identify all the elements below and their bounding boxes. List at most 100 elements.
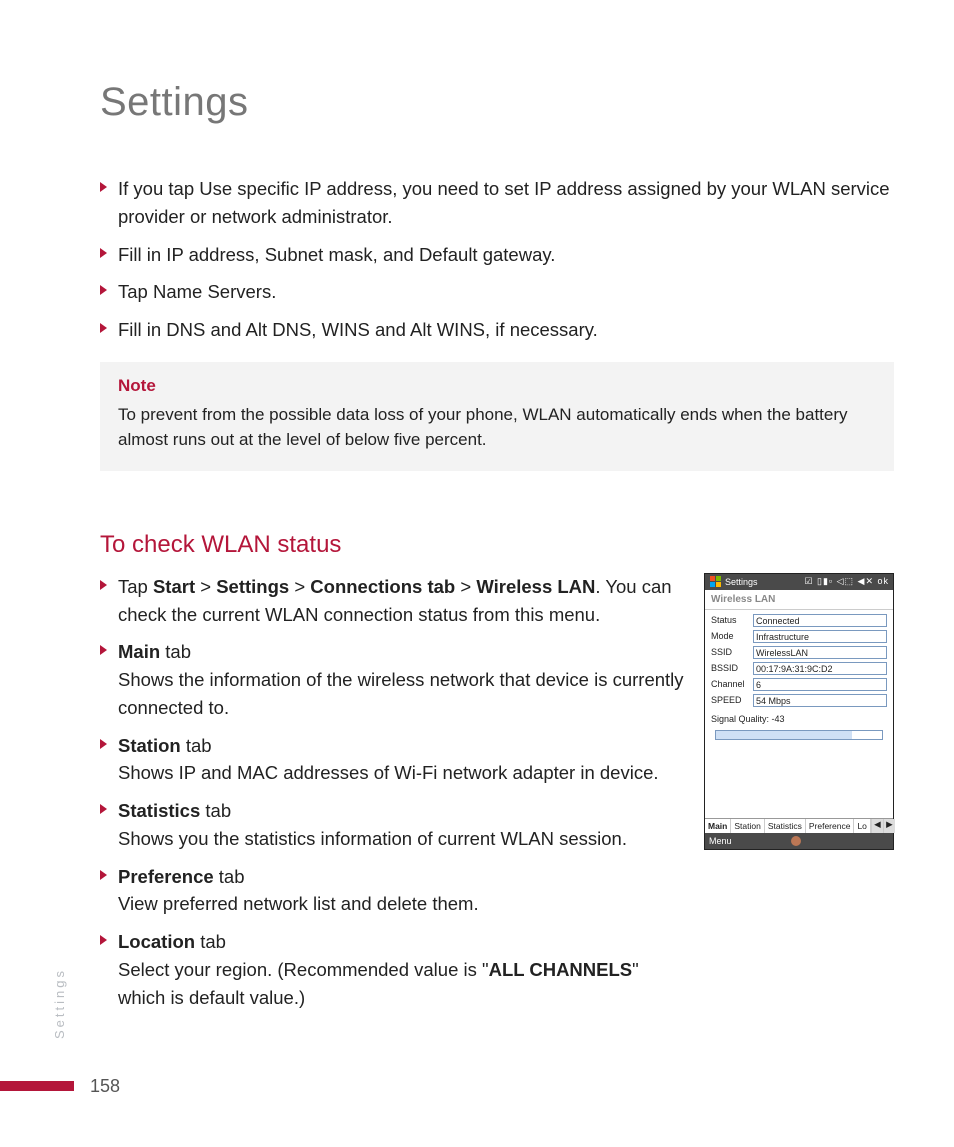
footer-accent-bar <box>0 1081 74 1091</box>
phone-menu-button[interactable]: Menu <box>709 836 732 846</box>
tab-name-statistics: Statistics <box>118 800 200 821</box>
field-label: BSSID <box>711 663 753 673</box>
phone-bottombar: Menu <box>705 833 893 849</box>
bullet-icon <box>100 182 107 192</box>
phone-tab-preference[interactable]: Preference <box>806 819 855 833</box>
nav-connections: Connections tab <box>310 576 455 597</box>
phone-tab-main[interactable]: Main <box>705 819 731 833</box>
top-bullet-list: If you tap Use specific IP address, you … <box>100 175 894 344</box>
phone-fields: StatusConnected ModeInfrastructure SSIDW… <box>705 610 893 712</box>
phone-topbar-title: Settings <box>725 577 758 587</box>
list-item: Fill in IP address, Subnet mask, and Def… <box>100 241 894 269</box>
side-section-label: Settings <box>52 968 67 1039</box>
tab-suffix: tab <box>181 735 212 756</box>
loc-pre: Select your region. (Recommended value i… <box>118 959 489 980</box>
bullet-text: Fill in DNS and Alt DNS, WINS and Alt WI… <box>118 319 598 340</box>
tab-scroll-right-icon[interactable]: ▶ <box>883 819 895 833</box>
bullet-icon <box>100 804 107 814</box>
field-label: SSID <box>711 647 753 657</box>
note-box: Note To prevent from the possible data l… <box>100 362 894 471</box>
nav-prefix: Tap <box>118 576 153 597</box>
tab-suffix: tab <box>200 800 231 821</box>
nav-wlan: Wireless LAN <box>476 576 595 597</box>
windows-icon <box>709 576 721 588</box>
bullet-text: Tap Name Servers. <box>118 281 276 302</box>
phone-tab-location[interactable]: Lo <box>854 819 870 833</box>
field-row: SPEED54 Mbps <box>711 694 887 707</box>
field-row: ModeInfrastructure <box>711 630 887 643</box>
list-item: Statistics tab Shows you the statistics … <box>100 797 684 853</box>
field-value: Infrastructure <box>753 630 887 643</box>
tab-name-location: Location <box>118 931 195 952</box>
field-value: 00:17:9A:31:9C:D2 <box>753 662 887 675</box>
bullet-icon <box>100 935 107 945</box>
tab-scroll: ◀ ▶ <box>871 819 895 833</box>
phone-tab-statistics[interactable]: Statistics <box>765 819 806 833</box>
list-item: Station tab Shows IP and MAC addresses o… <box>100 732 684 788</box>
page-number: 158 <box>90 1076 120 1097</box>
tab-suffix: tab <box>214 866 245 887</box>
phone-tray-icons: ☑ ▯▮▫ ◁⬚ ◀✕ ok <box>804 576 889 587</box>
field-value: 6 <box>753 678 887 691</box>
bullet-icon <box>100 645 107 655</box>
tab-name-preference: Preference <box>118 866 214 887</box>
field-row: SSIDWirelessLAN <box>711 646 887 659</box>
bullet-text: Fill in IP address, Subnet mask, and Def… <box>118 244 555 265</box>
nav-sep: > <box>455 576 476 597</box>
list-item: Tap Name Servers. <box>100 278 894 306</box>
list-item: Fill in DNS and Alt DNS, WINS and Alt WI… <box>100 316 894 344</box>
bullet-icon <box>100 323 107 333</box>
phone-tab-station[interactable]: Station <box>731 819 764 833</box>
field-row: StatusConnected <box>711 614 887 627</box>
tab-desc: Shows the information of the wireless ne… <box>118 669 684 718</box>
loc-bold: ALL CHANNELS <box>489 959 633 980</box>
phone-center-icon[interactable] <box>791 836 801 846</box>
nav-sep: > <box>195 576 216 597</box>
list-item: If you tap Use specific IP address, you … <box>100 175 894 231</box>
tab-desc: View preferred network list and delete t… <box>118 893 479 914</box>
field-value: 54 Mbps <box>753 694 887 707</box>
note-title: Note <box>118 376 876 396</box>
note-body: To prevent from the possible data loss o… <box>118 402 876 453</box>
nav-settings: Settings <box>216 576 289 597</box>
bullet-icon <box>100 580 107 590</box>
phone-screenshot: Settings ☑ ▯▮▫ ◁⬚ ◀✕ ok Wireless LAN Sta… <box>704 573 894 850</box>
phone-subtitle: Wireless LAN <box>705 590 893 610</box>
list-item: Preference tab View preferred network li… <box>100 863 684 919</box>
field-value: WirelessLAN <box>753 646 887 659</box>
field-row: BSSID00:17:9A:31:9C:D2 <box>711 662 887 675</box>
field-value: Connected <box>753 614 887 627</box>
bullet-icon <box>100 248 107 258</box>
field-label: Channel <box>711 679 753 689</box>
wlan-bullet-list: Tap Start > Settings > Connections tab >… <box>100 573 684 1012</box>
tab-suffix: tab <box>195 931 226 952</box>
field-label: SPEED <box>711 695 753 705</box>
nav-path-text: Tap Start > Settings > Connections tab >… <box>118 576 672 625</box>
nav-sep: > <box>289 576 310 597</box>
section-title: To check WLAN status <box>100 531 894 559</box>
tab-scroll-left-icon[interactable]: ◀ <box>871 819 883 833</box>
phone-tabs: Main Station Statistics Preference Lo ◀ … <box>705 818 893 833</box>
tab-name-station: Station <box>118 735 181 756</box>
field-label: Status <box>711 615 753 625</box>
list-item: Main tab Shows the information of the wi… <box>100 638 684 721</box>
tab-suffix: tab <box>160 641 191 662</box>
tab-desc: Select your region. (Recommended value i… <box>118 959 639 1008</box>
bullet-text: If you tap Use specific IP address, you … <box>118 178 890 227</box>
tab-desc: Shows you the statistics information of … <box>118 828 627 849</box>
field-row: Channel6 <box>711 678 887 691</box>
list-item: Location tab Select your region. (Recomm… <box>100 928 684 1011</box>
bullet-icon <box>100 870 107 880</box>
bullet-icon <box>100 739 107 749</box>
bullet-icon <box>100 285 107 295</box>
signal-bar <box>715 730 883 740</box>
signal-quality-label: Signal Quality: -43 <box>705 712 893 730</box>
tab-desc: Shows IP and MAC addresses of Wi-Fi netw… <box>118 762 659 783</box>
nav-start: Start <box>153 576 195 597</box>
field-label: Mode <box>711 631 753 641</box>
list-item: Tap Start > Settings > Connections tab >… <box>100 573 684 629</box>
tab-name-main: Main <box>118 641 160 662</box>
phone-topbar: Settings ☑ ▯▮▫ ◁⬚ ◀✕ ok <box>705 574 893 590</box>
page-title: Settings <box>100 80 894 125</box>
phone-spacer <box>705 746 893 818</box>
